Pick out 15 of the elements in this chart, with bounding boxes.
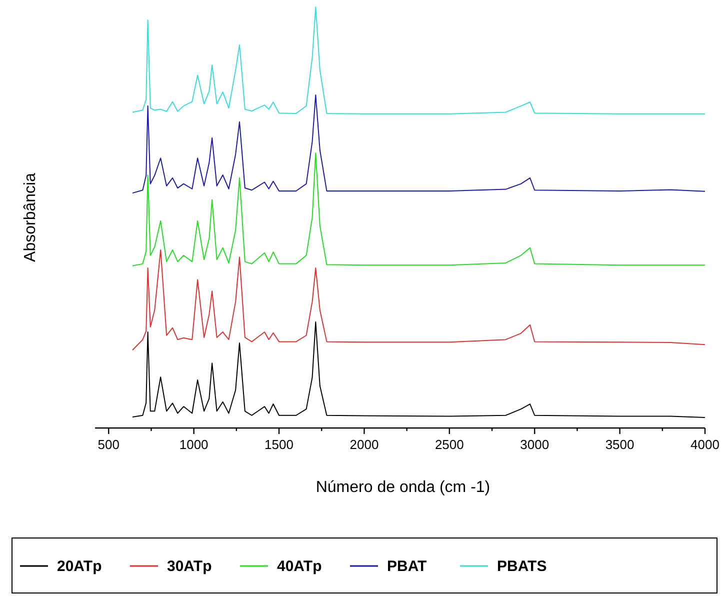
x-tick-label: 4000 [690,437,720,452]
x-tick-label: 2000 [350,437,379,452]
x-tick-label: 1500 [264,437,294,452]
legend-label: 30ATp [167,558,212,575]
y-axis-title: Absorbância [22,172,39,262]
legend-label: 20ATp [57,558,102,575]
x-axis-title: Número de onda (cm -1) [316,479,490,496]
legend-label: PBAT [387,558,427,575]
x-tick-label: 3500 [605,437,634,452]
legend-label: 40ATp [277,558,322,575]
x-tick-label: 500 [98,437,120,452]
x-tick-label: 1000 [179,437,208,452]
x-tick-label: 2500 [434,437,464,452]
x-tick-label: 3000 [520,437,550,452]
legend-label: PBATS [497,558,547,575]
